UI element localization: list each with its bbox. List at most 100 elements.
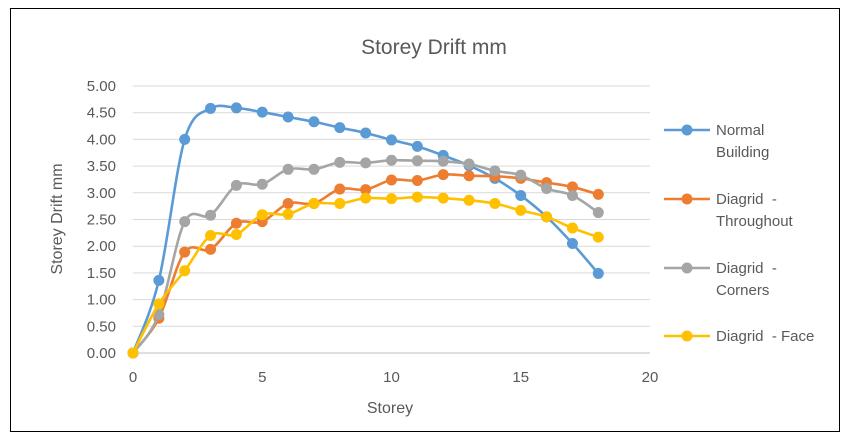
data-point [334, 183, 346, 195]
data-point [411, 191, 423, 203]
y-tick-label: 3.50 [87, 158, 116, 175]
legend-swatch-marker [681, 262, 693, 274]
legend-label: Normal [716, 122, 764, 139]
legend-label: Building [716, 144, 769, 161]
y-tick-label: 1.50 [87, 265, 116, 282]
data-point [386, 174, 397, 186]
y-tick-label: 3.00 [87, 185, 116, 202]
data-point [282, 163, 294, 175]
y-tick-label: 4.00 [87, 131, 116, 148]
y-tick-label: 0.00 [87, 345, 116, 362]
data-point [515, 189, 527, 201]
y-tick-label: 4.50 [87, 105, 116, 122]
data-point [386, 154, 397, 166]
legend-label: Diagrid - Face [716, 328, 814, 345]
data-point [334, 156, 346, 168]
data-point [205, 230, 217, 242]
data-point [230, 228, 242, 240]
legend-label: Throughout [716, 213, 794, 230]
data-point [230, 102, 242, 114]
series-3 [127, 154, 604, 359]
x-tick-label: 10 [383, 369, 400, 386]
data-point [592, 207, 604, 219]
data-point [205, 209, 217, 221]
data-point [566, 189, 578, 201]
data-point [566, 238, 578, 250]
y-tick-label: 1.00 [87, 292, 116, 309]
x-tick-label: 20 [642, 369, 659, 386]
legend-entry: Diagrid - Face [664, 328, 814, 345]
data-point [411, 175, 423, 187]
data-point [127, 347, 139, 359]
chart-title: Storey Drift mm [361, 36, 507, 59]
data-point [282, 208, 294, 220]
data-point [179, 216, 191, 228]
data-point [592, 231, 604, 243]
data-point [566, 222, 578, 234]
data-point [463, 158, 475, 170]
series-1 [127, 102, 604, 359]
x-tick-label: 15 [512, 369, 529, 386]
data-point [360, 192, 372, 204]
data-point [230, 179, 242, 191]
y-tick-label: 0.50 [87, 318, 116, 335]
data-point [515, 204, 527, 216]
data-point [437, 169, 449, 181]
data-point [386, 134, 397, 146]
series-line [131, 104, 600, 354]
data-point [153, 298, 165, 310]
x-axis-label: Storey [367, 400, 413, 417]
data-point [179, 246, 191, 258]
legend-label: Corners [716, 282, 769, 299]
data-point [179, 265, 191, 277]
y-tick-label: 2.50 [87, 212, 116, 229]
data-point [541, 183, 553, 195]
legend-entry: Normal Building [664, 122, 769, 161]
data-point [179, 133, 191, 145]
legend-label: Diagrid - [716, 260, 777, 277]
legend-label: Diagrid - [716, 191, 777, 208]
y-tick-label: 5.00 [87, 78, 116, 95]
data-point [411, 155, 423, 167]
series-line [131, 195, 599, 354]
data-point [437, 155, 449, 167]
data-point [256, 106, 268, 118]
data-point [463, 170, 475, 182]
legend-entry: Diagrid - Throughout [664, 191, 794, 230]
y-axis-label: Storey Drift mm [49, 163, 66, 274]
legend-swatch-marker [681, 193, 693, 205]
legend-swatch-marker [681, 330, 693, 342]
data-point [489, 165, 501, 177]
data-point [489, 197, 501, 209]
data-point [205, 102, 217, 114]
data-point [463, 194, 475, 206]
x-tick-label: 5 [258, 369, 266, 386]
y-tick-label: 2.00 [87, 238, 116, 255]
data-point [541, 211, 553, 223]
data-point [256, 209, 268, 221]
data-point [360, 127, 372, 139]
data-point [308, 116, 320, 128]
data-point [360, 157, 372, 169]
data-point [592, 267, 604, 279]
data-point [282, 197, 294, 209]
data-point [566, 181, 578, 193]
data-point [308, 163, 320, 175]
data-point [256, 178, 268, 190]
data-point [592, 188, 604, 200]
data-point [515, 169, 527, 181]
data-point [334, 122, 346, 134]
data-point [360, 184, 372, 196]
data-point [230, 217, 242, 229]
data-point [334, 197, 346, 209]
data-point [153, 309, 165, 321]
data-point [411, 140, 423, 152]
data-point [437, 192, 449, 204]
legend-entry: Diagrid - Corners [664, 260, 777, 299]
data-point [308, 197, 320, 209]
data-point [386, 193, 397, 205]
data-point [205, 243, 217, 255]
legend-swatch-marker [681, 124, 693, 136]
x-tick-label: 0 [129, 369, 137, 386]
